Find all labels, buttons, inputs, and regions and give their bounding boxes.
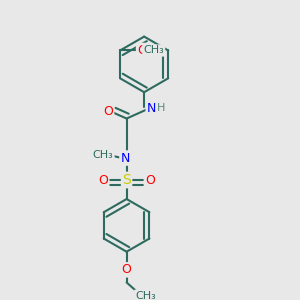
Text: O: O bbox=[98, 173, 108, 187]
Text: O: O bbox=[122, 263, 131, 276]
Text: O: O bbox=[103, 105, 113, 118]
Text: N: N bbox=[120, 152, 130, 165]
Text: CH₃: CH₃ bbox=[93, 150, 113, 160]
Text: O: O bbox=[137, 44, 147, 57]
Text: H: H bbox=[157, 103, 165, 113]
Text: CH₃: CH₃ bbox=[143, 46, 164, 56]
Text: N: N bbox=[147, 102, 156, 115]
Text: S: S bbox=[122, 173, 131, 187]
Text: O: O bbox=[145, 173, 155, 187]
Text: CH₃: CH₃ bbox=[135, 291, 156, 300]
